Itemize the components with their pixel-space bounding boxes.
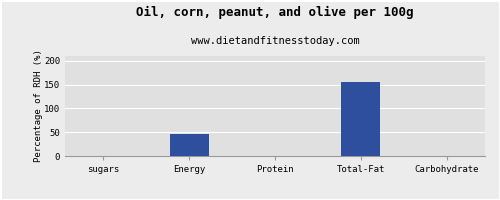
Text: Oil, corn, peanut, and olive per 100g: Oil, corn, peanut, and olive per 100g: [136, 6, 414, 19]
Bar: [342, 82, 380, 156]
Text: www.dietandfitnesstoday.com: www.dietandfitnesstoday.com: [190, 36, 360, 46]
Y-axis label: Percentage of RDH (%): Percentage of RDH (%): [34, 50, 42, 162]
Bar: [170, 134, 208, 156]
